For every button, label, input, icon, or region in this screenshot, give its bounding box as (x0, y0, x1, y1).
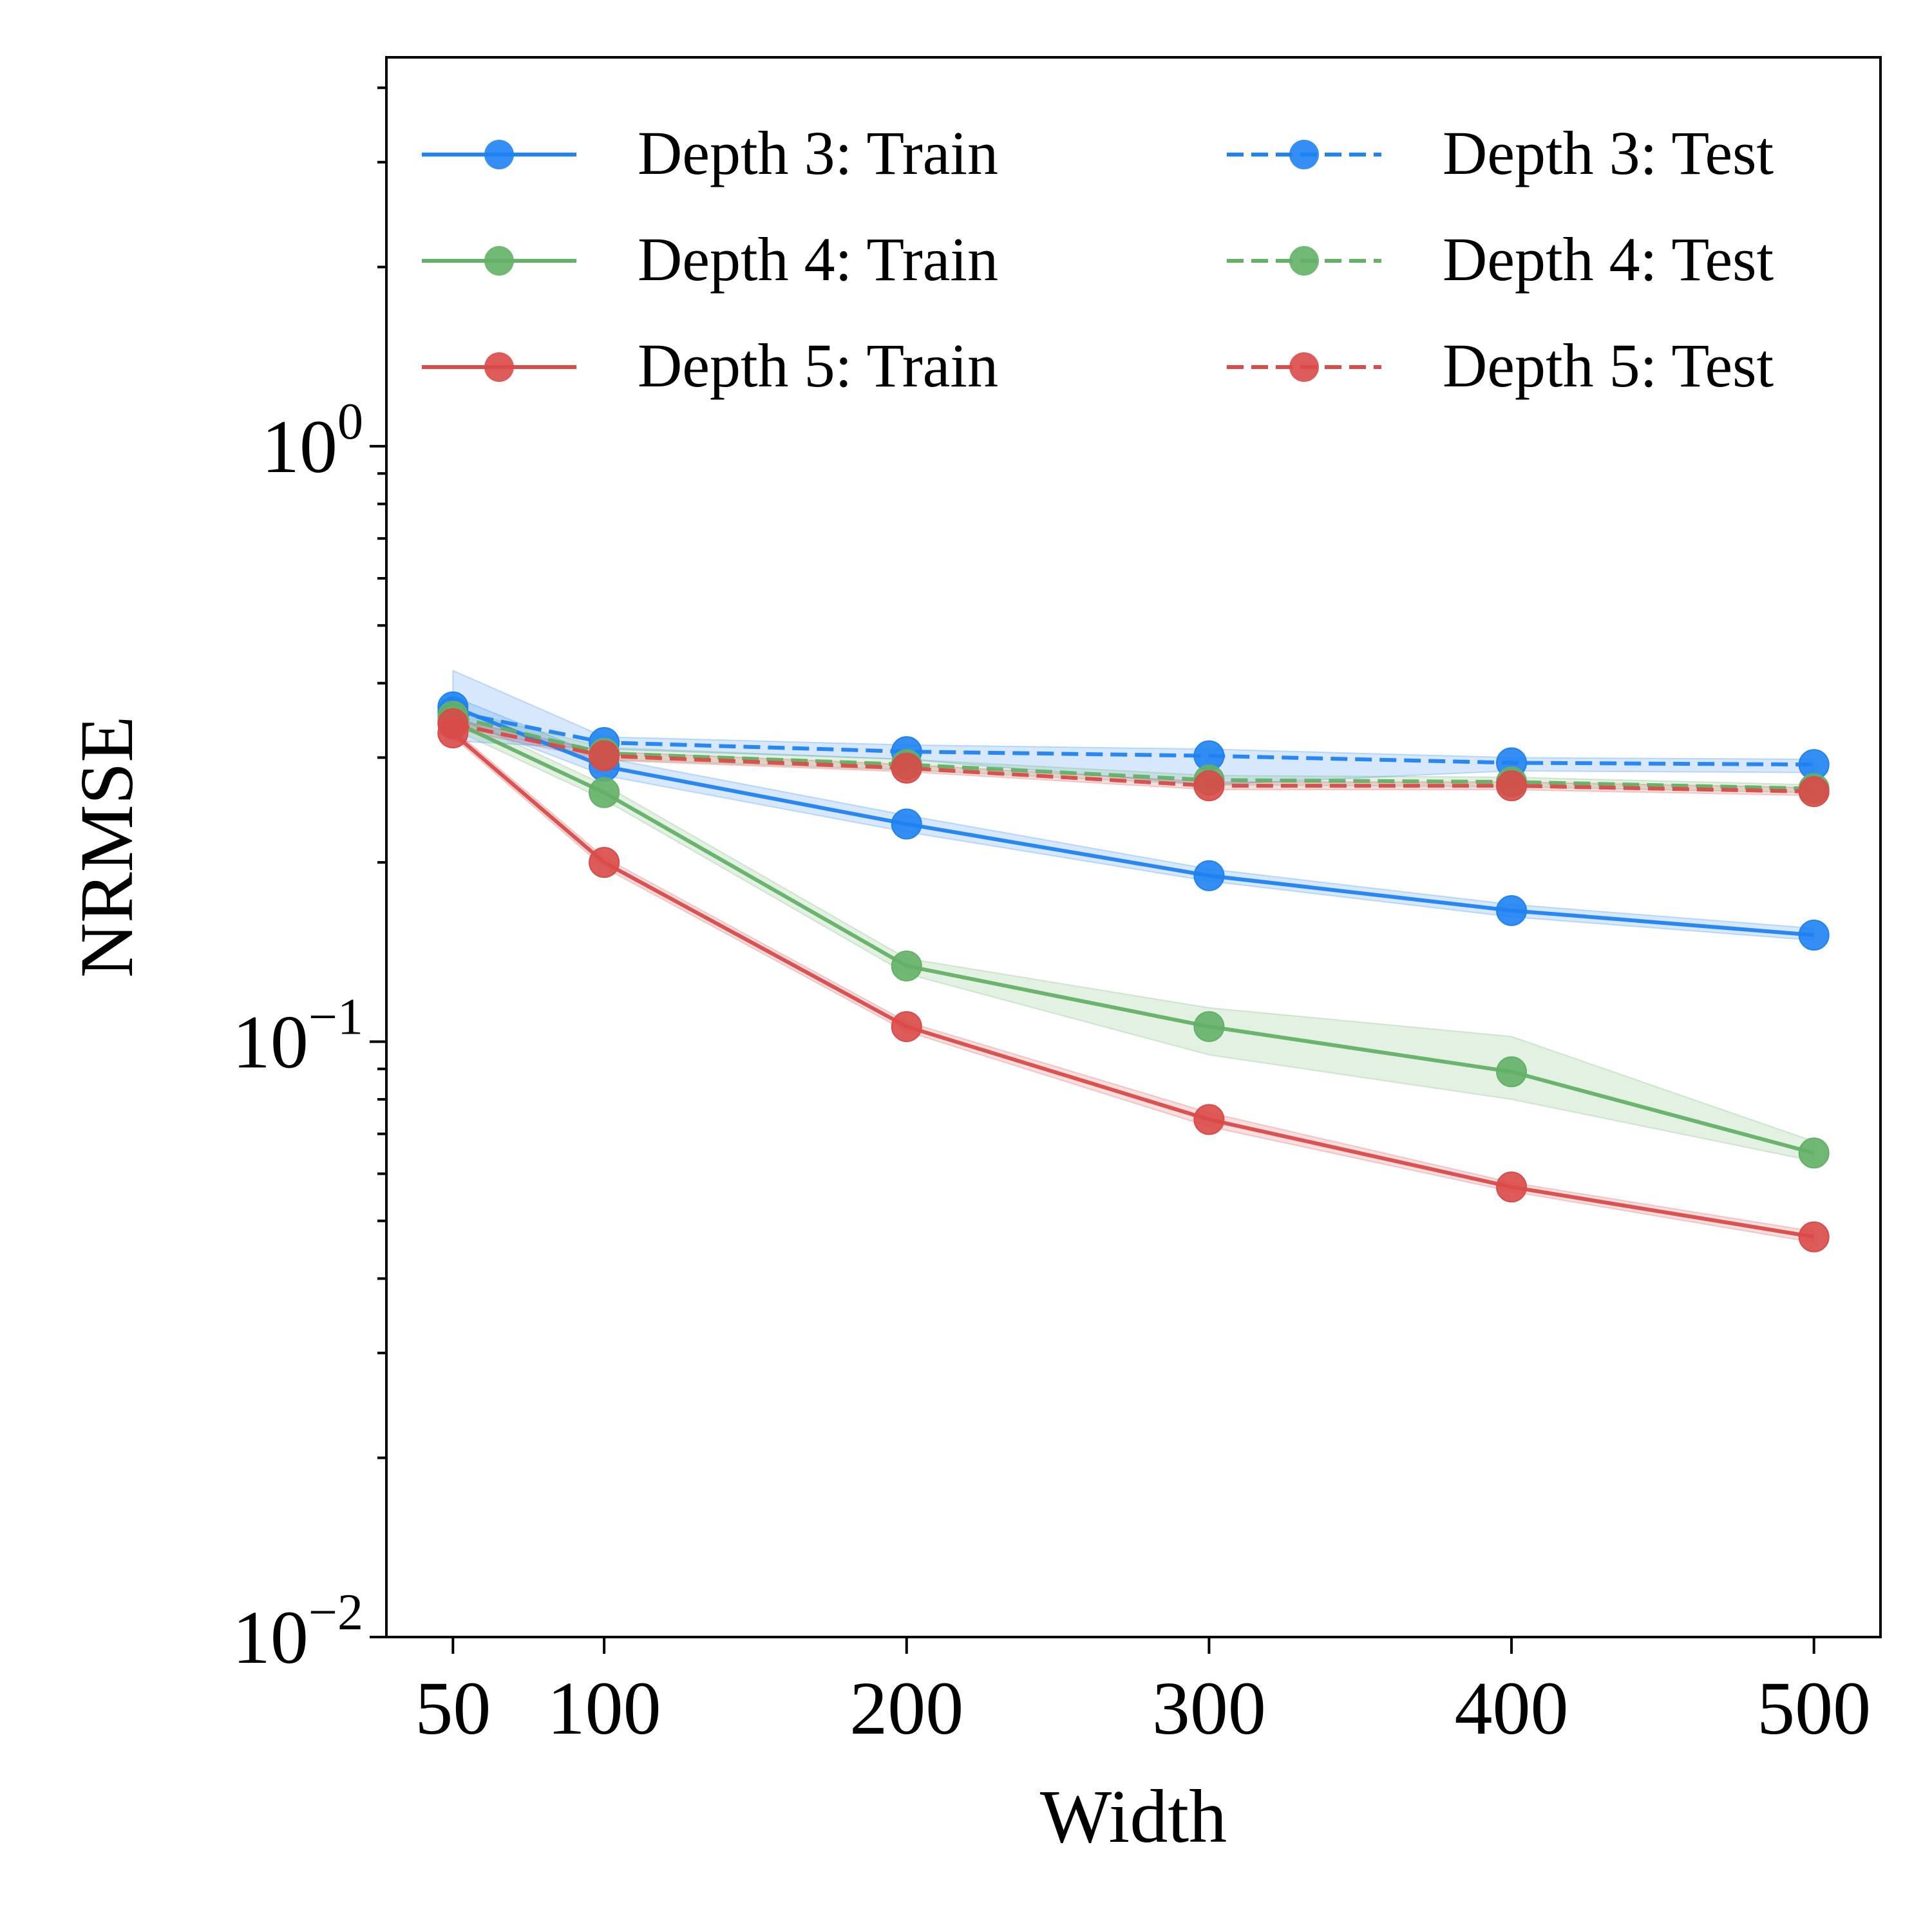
point-depth-3-train-400 (1496, 895, 1528, 926)
x-tick-label: 300 (1152, 1666, 1266, 1750)
y-tick-base: 10 (261, 404, 337, 489)
point-depth-4-train-100 (589, 777, 620, 808)
point-depth-3-train-200 (891, 808, 922, 840)
plot-frame (385, 56, 1882, 1638)
line-depth-4-train (452, 719, 1815, 1155)
point-depth-5-test-300 (1193, 770, 1225, 802)
y-tick-exponent: −1 (308, 989, 363, 1045)
y-tick-base: 10 (232, 1595, 308, 1680)
line-depth-3-train (452, 705, 1814, 937)
x-axis-title: Width (1040, 1774, 1227, 1859)
point-depth-5-test-200 (891, 752, 922, 784)
legend-swatch-marker (484, 140, 514, 169)
x-axis: 50 100 200 300 400 500 (415, 1637, 1871, 1750)
point-depth-5-train-500 (1798, 1221, 1830, 1253)
legend-entry-depth-5-train: Depth 5: Train (422, 331, 998, 400)
legend-entry-depth-3-train: Depth 3: Train (422, 118, 998, 187)
series-markers (437, 691, 1830, 1253)
line-depth-5-test (452, 721, 1814, 794)
x-tick-label: 50 (415, 1666, 491, 1750)
point-depth-5-test-50 (437, 708, 469, 739)
legend-label: Depth 4: Test (1443, 225, 1774, 294)
line-depth-4-test (452, 714, 1814, 791)
legend-swatch-marker (1289, 352, 1319, 382)
y-tick-label: 10−1 (232, 989, 363, 1084)
y-tick-label: 100 (261, 393, 363, 489)
point-depth-5-train-200 (891, 1011, 922, 1043)
legend-label: Depth 5: Test (1443, 331, 1774, 400)
legend-swatch-marker (484, 246, 514, 276)
point-depth-5-train-400 (1496, 1171, 1528, 1203)
point-depth-3-train-500 (1798, 919, 1830, 951)
point-depth-4-train-400 (1496, 1056, 1528, 1088)
series-lines (451, 705, 1815, 1239)
y-axis-title: NRMSE (64, 716, 149, 978)
point-depth-5-test-400 (1496, 770, 1528, 802)
y-tick-label: 10−2 (232, 1584, 363, 1680)
x-tick-label: 200 (849, 1666, 963, 1750)
x-tick-label: 500 (1757, 1666, 1871, 1750)
legend: Depth 3: Train Depth 4: Train Depth 5: Tra… (422, 118, 1774, 400)
x-tick-label: 400 (1455, 1666, 1569, 1750)
legend-swatch-marker (1289, 246, 1319, 276)
legend-entry-depth-3-test: Depth 3: Test (1227, 118, 1774, 187)
legend-label: Depth 3: Train (638, 118, 998, 187)
y-tick-exponent: −2 (308, 1584, 363, 1641)
legend-label: Depth 4: Train (638, 225, 998, 294)
legend-swatch-marker (484, 352, 514, 382)
y-tick-exponent: 0 (337, 393, 363, 450)
legend-label: Depth 5: Train (638, 331, 998, 400)
point-depth-5-train-300 (1193, 1104, 1225, 1135)
line-depth-5-train (451, 731, 1815, 1239)
point-depth-4-train-300 (1193, 1011, 1225, 1043)
band-depth-5-train (452, 727, 1815, 1244)
legend-entry-depth-4-train: Depth 4: Train (422, 225, 998, 294)
point-depth-4-train-200 (891, 950, 922, 981)
legend-label: Depth 3: Test (1443, 118, 1774, 187)
legend-entry-depth-4-test: Depth 4: Test (1227, 225, 1774, 294)
line-depth-3-test (452, 710, 1814, 767)
point-depth-5-test-500 (1798, 776, 1830, 808)
y-tick-base: 10 (232, 999, 308, 1084)
x-tick-label: 100 (547, 1666, 661, 1750)
legend-swatch-marker (1289, 140, 1319, 169)
point-depth-5-train-100 (589, 847, 620, 878)
point-depth-4-train-500 (1798, 1137, 1830, 1169)
point-depth-5-test-100 (589, 740, 620, 772)
legend-entry-depth-5-test: Depth 5: Test (1227, 331, 1774, 400)
point-depth-3-train-300 (1193, 860, 1225, 891)
